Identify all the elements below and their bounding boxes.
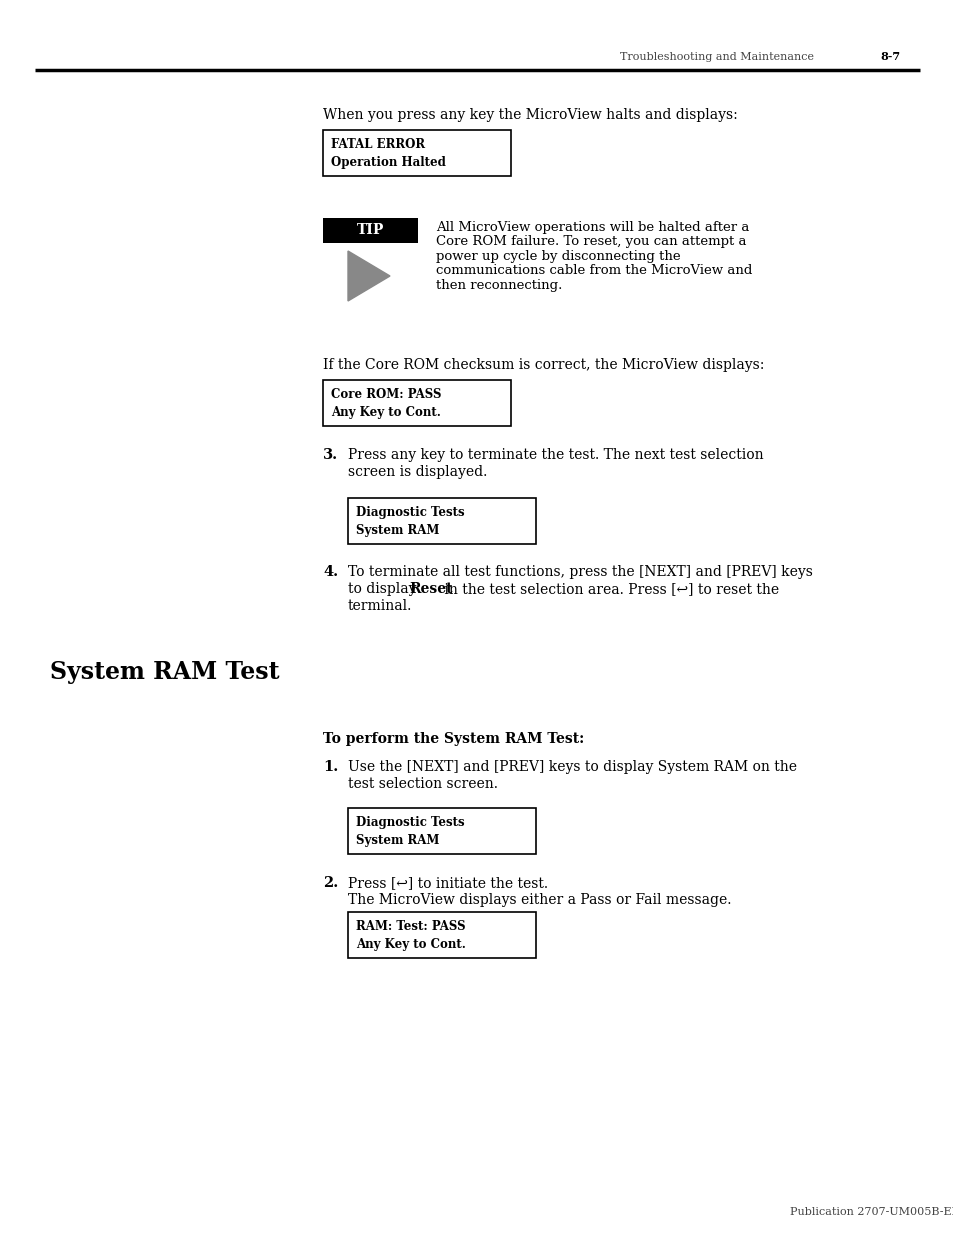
Text: System RAM Test: System RAM Test <box>50 659 279 684</box>
Text: If the Core ROM checksum is correct, the MicroView displays:: If the Core ROM checksum is correct, the… <box>323 358 763 372</box>
Text: Press any key to terminate the test. The next test selection: Press any key to terminate the test. The… <box>348 448 762 462</box>
Text: 1.: 1. <box>323 760 338 774</box>
Text: test selection screen.: test selection screen. <box>348 777 497 790</box>
Text: Diagnostic Tests: Diagnostic Tests <box>355 506 464 519</box>
Text: All MicroView operations will be halted after a: All MicroView operations will be halted … <box>436 221 749 233</box>
FancyBboxPatch shape <box>323 380 511 426</box>
Text: TIP: TIP <box>356 224 384 237</box>
Text: Core ROM failure. To reset, you can attempt a: Core ROM failure. To reset, you can atte… <box>436 236 745 248</box>
FancyBboxPatch shape <box>323 130 511 177</box>
Text: Operation Halted: Operation Halted <box>331 156 445 169</box>
Text: screen is displayed.: screen is displayed. <box>348 466 487 479</box>
Text: then reconnecting.: then reconnecting. <box>436 279 561 291</box>
Text: Use the [NEXT] and [PREV] keys to display System RAM on the: Use the [NEXT] and [PREV] keys to displa… <box>348 760 796 774</box>
Text: power up cycle by disconnecting the: power up cycle by disconnecting the <box>436 249 679 263</box>
Polygon shape <box>348 251 390 301</box>
Text: 8-7: 8-7 <box>879 52 900 63</box>
Text: 2.: 2. <box>323 876 338 890</box>
Text: 3.: 3. <box>323 448 337 462</box>
Text: terminal.: terminal. <box>348 599 412 613</box>
Text: Core ROM: PASS: Core ROM: PASS <box>331 388 441 401</box>
Text: System RAM: System RAM <box>355 834 439 847</box>
Text: RAM: Test: PASS: RAM: Test: PASS <box>355 920 465 932</box>
Text: Any Key to Cont.: Any Key to Cont. <box>355 939 465 951</box>
Text: System RAM: System RAM <box>355 524 439 537</box>
Text: To perform the System RAM Test:: To perform the System RAM Test: <box>323 732 583 746</box>
Text: When you press any key the MicroView halts and displays:: When you press any key the MicroView hal… <box>323 107 737 122</box>
FancyBboxPatch shape <box>348 808 536 853</box>
Text: Diagnostic Tests: Diagnostic Tests <box>355 816 464 829</box>
FancyBboxPatch shape <box>348 498 536 543</box>
Text: FATAL ERROR: FATAL ERROR <box>331 138 425 151</box>
Text: Publication 2707-UM005B-EN-P: Publication 2707-UM005B-EN-P <box>789 1207 953 1216</box>
FancyBboxPatch shape <box>323 219 417 243</box>
Text: Troubleshooting and Maintenance: Troubleshooting and Maintenance <box>619 52 813 62</box>
Text: The MicroView displays either a Pass or Fail message.: The MicroView displays either a Pass or … <box>348 893 731 906</box>
Text: communications cable from the MicroView and: communications cable from the MicroView … <box>436 264 752 278</box>
Text: in the test selection area. Press [↩] to reset the: in the test selection area. Press [↩] to… <box>439 582 779 597</box>
Text: 4.: 4. <box>323 564 337 579</box>
FancyBboxPatch shape <box>348 911 536 958</box>
Text: To terminate all test functions, press the [NEXT] and [PREV] keys: To terminate all test functions, press t… <box>348 564 812 579</box>
Text: to display: to display <box>348 582 420 597</box>
Text: Press [↩] to initiate the test.: Press [↩] to initiate the test. <box>348 876 548 890</box>
Text: Any Key to Cont.: Any Key to Cont. <box>331 406 440 419</box>
Text: Reset: Reset <box>409 582 452 597</box>
